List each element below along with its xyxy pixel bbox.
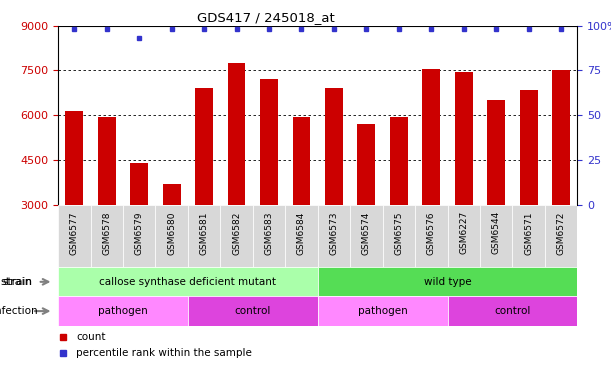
Bar [155, 205, 188, 267]
Bar [415, 205, 447, 267]
Bar [123, 205, 155, 267]
Text: pathogen: pathogen [98, 306, 148, 316]
Text: count: count [76, 332, 106, 342]
Text: pathogen: pathogen [358, 306, 408, 316]
Bar [195, 89, 213, 205]
Text: GSM6573: GSM6573 [329, 211, 338, 255]
Bar [253, 205, 285, 267]
Text: control: control [235, 306, 271, 316]
Bar [58, 205, 90, 267]
Text: GSM6576: GSM6576 [427, 211, 436, 255]
Bar [58, 267, 318, 296]
Text: GSM6582: GSM6582 [232, 211, 241, 255]
Bar [260, 79, 278, 205]
Bar [488, 100, 505, 205]
Bar [382, 205, 415, 267]
Bar [228, 63, 246, 205]
Text: callose synthase deficient mutant: callose synthase deficient mutant [100, 277, 276, 287]
Text: GSM6578: GSM6578 [102, 211, 111, 255]
Text: strain: strain [1, 277, 32, 287]
Bar [455, 72, 473, 205]
Text: GSM6583: GSM6583 [265, 211, 274, 255]
Bar [480, 205, 513, 267]
Bar [163, 184, 181, 205]
Text: GSM6574: GSM6574 [362, 211, 371, 255]
Text: GSM6572: GSM6572 [557, 211, 566, 255]
Bar [447, 205, 480, 267]
Bar [293, 117, 310, 205]
Bar [188, 296, 318, 326]
Bar [552, 70, 570, 205]
Bar [318, 267, 577, 296]
Text: GSM6579: GSM6579 [134, 211, 144, 255]
Bar [318, 296, 447, 326]
Text: percentile rank within the sample: percentile rank within the sample [76, 348, 252, 358]
Bar [130, 163, 148, 205]
Bar [422, 69, 441, 205]
Bar [545, 205, 577, 267]
Bar [65, 111, 83, 205]
Bar [58, 296, 188, 326]
Text: GSM6571: GSM6571 [524, 211, 533, 255]
Bar [98, 117, 115, 205]
Bar [318, 205, 350, 267]
Text: GSM6544: GSM6544 [492, 211, 501, 254]
Text: GSM6575: GSM6575 [394, 211, 403, 255]
Bar [390, 117, 408, 205]
Text: GSM6577: GSM6577 [70, 211, 79, 255]
Text: wild type: wild type [424, 277, 471, 287]
Bar [325, 89, 343, 205]
Text: GSM6580: GSM6580 [167, 211, 176, 255]
Text: GDS417 / 245018_at: GDS417 / 245018_at [197, 11, 335, 24]
Bar [513, 205, 545, 267]
Bar [188, 205, 221, 267]
Bar [90, 205, 123, 267]
Text: GSM6584: GSM6584 [297, 211, 306, 255]
Text: infection: infection [0, 306, 37, 316]
Bar [520, 90, 538, 205]
Bar [285, 205, 318, 267]
Bar [448, 296, 577, 326]
Text: GSM6581: GSM6581 [200, 211, 208, 255]
Bar [350, 205, 382, 267]
Text: GSM6227: GSM6227 [459, 211, 468, 254]
Bar [221, 205, 253, 267]
Bar [357, 124, 375, 205]
Text: control: control [494, 306, 531, 316]
Text: strain: strain [2, 277, 32, 287]
